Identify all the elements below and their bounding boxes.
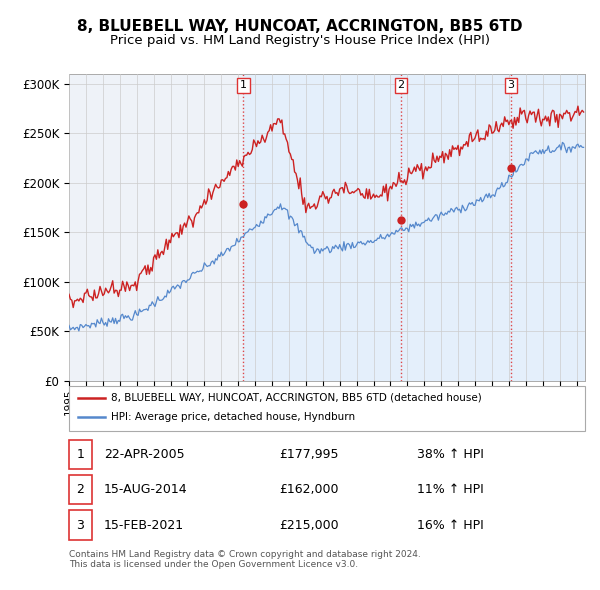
Text: 15-FEB-2021: 15-FEB-2021 — [104, 519, 184, 532]
Text: Contains HM Land Registry data © Crown copyright and database right 2024.
This d: Contains HM Land Registry data © Crown c… — [69, 550, 421, 569]
Text: Price paid vs. HM Land Registry's House Price Index (HPI): Price paid vs. HM Land Registry's House … — [110, 34, 490, 47]
Text: 16% ↑ HPI: 16% ↑ HPI — [417, 519, 484, 532]
Text: £215,000: £215,000 — [279, 519, 338, 532]
Text: 38% ↑ HPI: 38% ↑ HPI — [417, 448, 484, 461]
Text: HPI: Average price, detached house, Hyndburn: HPI: Average price, detached house, Hynd… — [111, 412, 355, 422]
Bar — [511, 74, 585, 381]
Bar — [401, 74, 511, 381]
Bar — [244, 74, 401, 381]
Text: 15-AUG-2014: 15-AUG-2014 — [104, 483, 187, 496]
Text: 3: 3 — [76, 519, 85, 532]
Text: 2: 2 — [397, 80, 404, 90]
Text: 1: 1 — [240, 80, 247, 90]
Text: 8, BLUEBELL WAY, HUNCOAT, ACCRINGTON, BB5 6TD: 8, BLUEBELL WAY, HUNCOAT, ACCRINGTON, BB… — [77, 19, 523, 34]
Text: 2: 2 — [76, 483, 85, 496]
Text: 22-APR-2005: 22-APR-2005 — [104, 448, 184, 461]
Text: 8, BLUEBELL WAY, HUNCOAT, ACCRINGTON, BB5 6TD (detached house): 8, BLUEBELL WAY, HUNCOAT, ACCRINGTON, BB… — [111, 393, 482, 403]
Text: 11% ↑ HPI: 11% ↑ HPI — [417, 483, 484, 496]
Text: £162,000: £162,000 — [279, 483, 338, 496]
Text: 3: 3 — [508, 80, 514, 90]
Text: 1: 1 — [76, 448, 85, 461]
Text: £177,995: £177,995 — [279, 448, 338, 461]
